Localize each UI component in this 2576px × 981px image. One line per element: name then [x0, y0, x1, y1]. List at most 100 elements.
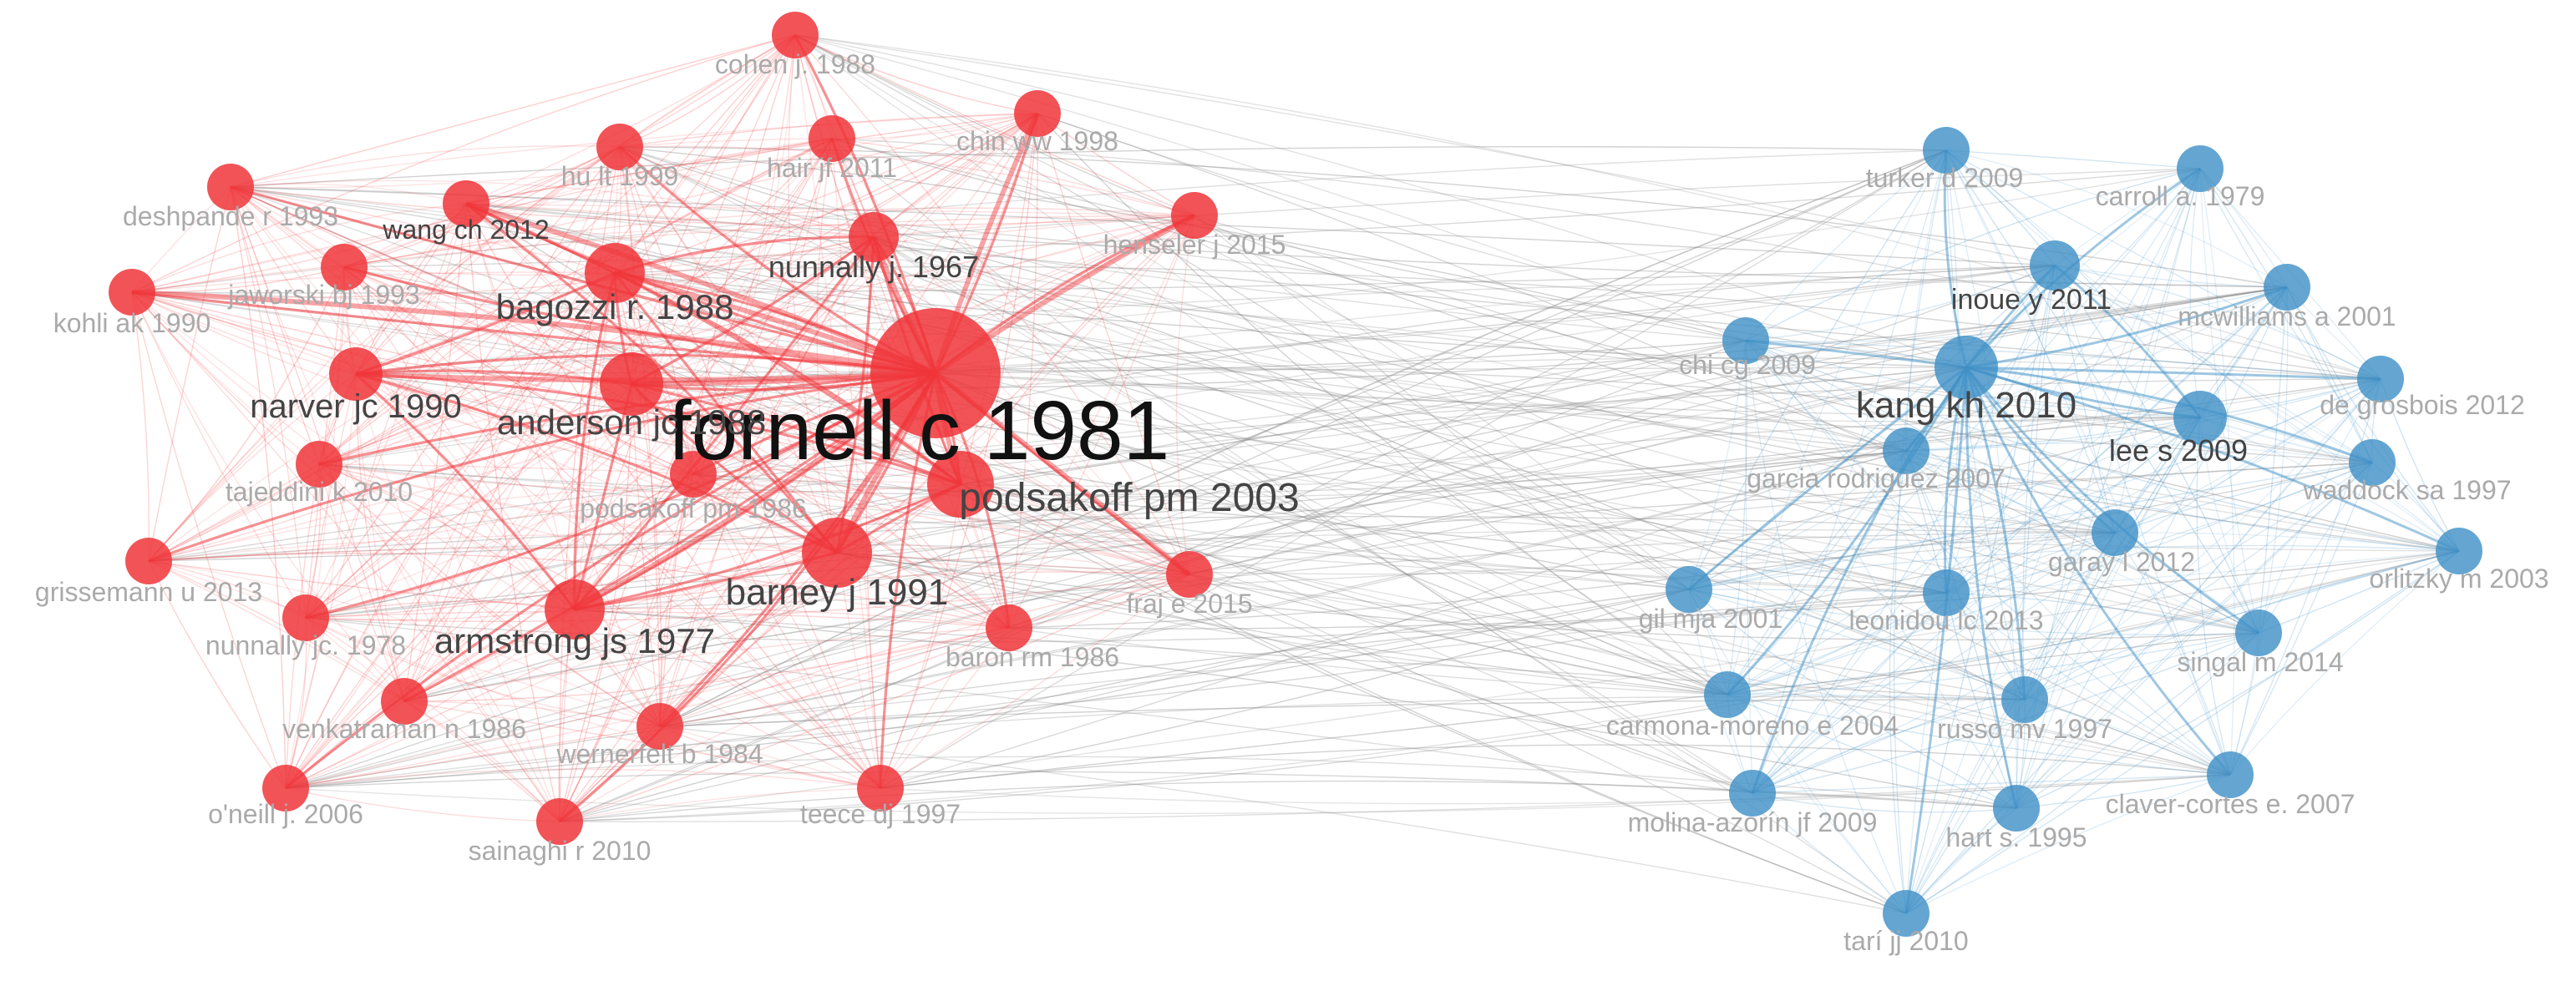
- network-edge: [619, 146, 1753, 794]
- network-edge: [230, 146, 1947, 188]
- node-wernerfelt[interactable]: [636, 703, 683, 750]
- node-hart[interactable]: [1993, 785, 2040, 832]
- network-edge: [880, 215, 1195, 789]
- network-edge: [1745, 340, 2381, 380]
- network-edge: [1945, 286, 2288, 594]
- node-leonidou[interactable]: [1923, 569, 1970, 616]
- node-grissemann[interactable]: [125, 538, 172, 584]
- network-edge: [1965, 367, 2232, 776]
- network-edge: [1745, 168, 2201, 341]
- node-fornell[interactable]: [870, 308, 1001, 438]
- node-waddock[interactable]: [2349, 439, 2396, 486]
- node-oneill[interactable]: [262, 765, 309, 812]
- network-edge: [960, 340, 1747, 485]
- network-edge: [836, 552, 2026, 700]
- network-edge: [148, 378, 2381, 562]
- node-chicg[interactable]: [1722, 317, 1769, 364]
- node-bagozzi[interactable]: [585, 243, 645, 303]
- node-mcwilliams[interactable]: [2264, 264, 2310, 311]
- network-edge: [148, 553, 1010, 629]
- node-sainaghi[interactable]: [536, 798, 583, 845]
- network-edge: [794, 34, 1195, 216]
- node-teece[interactable]: [857, 765, 904, 812]
- node-carroll[interactable]: [2177, 145, 2224, 192]
- network-edge: [230, 186, 632, 385]
- network-edge: [836, 552, 1190, 575]
- network-edge: [960, 113, 1038, 485]
- node-podsakoff2003[interactable]: [927, 451, 994, 518]
- node-tajeddini[interactable]: [296, 441, 342, 488]
- node-label-henseler: henseler j 2015: [1103, 230, 1286, 260]
- node-molina[interactable]: [1729, 770, 1776, 817]
- network-edge: [619, 146, 2116, 533]
- network-edge: [794, 34, 1967, 368]
- network-edge: [880, 589, 1690, 789]
- network-edge: [230, 186, 287, 789]
- network-edge: [318, 138, 833, 465]
- network-edge: [148, 480, 961, 562]
- node-gil[interactable]: [1666, 566, 1712, 613]
- node-chin[interactable]: [1014, 90, 1061, 137]
- network-edge: [2054, 265, 2288, 288]
- network-edge: [935, 372, 1728, 695]
- network-edge: [631, 383, 1190, 575]
- node-hu[interactable]: [596, 124, 643, 170]
- node-singal[interactable]: [2235, 609, 2282, 656]
- network-edge: [659, 726, 1907, 914]
- node-garay[interactable]: [2092, 509, 2138, 556]
- network-edge: [403, 462, 2373, 702]
- network-edge: [403, 532, 2116, 702]
- node-lee[interactable]: [2173, 391, 2227, 444]
- node-orlitzky[interactable]: [2436, 528, 2482, 574]
- node-label-fornell: fornell c 1981: [668, 384, 1169, 478]
- node-tari[interactable]: [1883, 890, 1929, 937]
- network-edge: [960, 483, 2460, 552]
- node-kang[interactable]: [1935, 336, 1998, 399]
- network-edge: [1752, 550, 2460, 794]
- network-edge: [305, 574, 1190, 622]
- network-edge: [559, 550, 2460, 822]
- node-baron[interactable]: [986, 604, 1032, 651]
- node-jaworski[interactable]: [321, 244, 368, 291]
- network-edge: [659, 592, 1947, 727]
- node-nunnally1967[interactable]: [849, 212, 899, 262]
- node-carmona[interactable]: [1704, 671, 1751, 718]
- node-hair[interactable]: [809, 115, 855, 162]
- node-venkatraman[interactable]: [381, 678, 428, 725]
- network-edge: [1965, 366, 2381, 381]
- node-narver[interactable]: [329, 347, 383, 401]
- node-fraj[interactable]: [1166, 551, 1213, 598]
- node-anderson[interactable]: [600, 352, 663, 416]
- node-garcia[interactable]: [1883, 427, 1929, 474]
- node-inoue[interactable]: [2030, 240, 2080, 291]
- node-wangch[interactable]: [443, 180, 489, 227]
- network-edge: [2114, 532, 2231, 776]
- network-edge: [1745, 340, 1753, 794]
- node-label-nunnally1978: nunnally jc. 1978: [205, 630, 406, 660]
- node-armstrong[interactable]: [545, 579, 605, 640]
- node-cohen[interactable]: [772, 12, 819, 58]
- network-edge: [148, 146, 621, 562]
- node-deshpande[interactable]: [207, 164, 254, 210]
- node-podsakoff1986[interactable]: [670, 451, 717, 498]
- network-edge: [692, 473, 881, 789]
- node-claver[interactable]: [2207, 751, 2254, 798]
- network-edge: [816, 138, 838, 554]
- network-edge: [131, 291, 2460, 552]
- node-henseler[interactable]: [1171, 192, 1218, 239]
- network-edge: [960, 483, 1753, 794]
- network-edge: [355, 372, 961, 486]
- node-kohli[interactable]: [109, 269, 155, 316]
- network-edge: [148, 560, 576, 610]
- node-degrosbois[interactable]: [2357, 356, 2404, 402]
- node-russo[interactable]: [2001, 676, 2048, 723]
- network-edge: [836, 552, 1728, 695]
- network-edge: [285, 146, 621, 789]
- network-edge: [465, 203, 2231, 776]
- network-edge: [1945, 462, 2373, 594]
- node-barney[interactable]: [802, 518, 872, 588]
- network-edge: [794, 34, 1747, 341]
- node-turker[interactable]: [1923, 127, 1970, 174]
- node-nunnally1978[interactable]: [282, 594, 329, 641]
- network-edge: [619, 146, 961, 485]
